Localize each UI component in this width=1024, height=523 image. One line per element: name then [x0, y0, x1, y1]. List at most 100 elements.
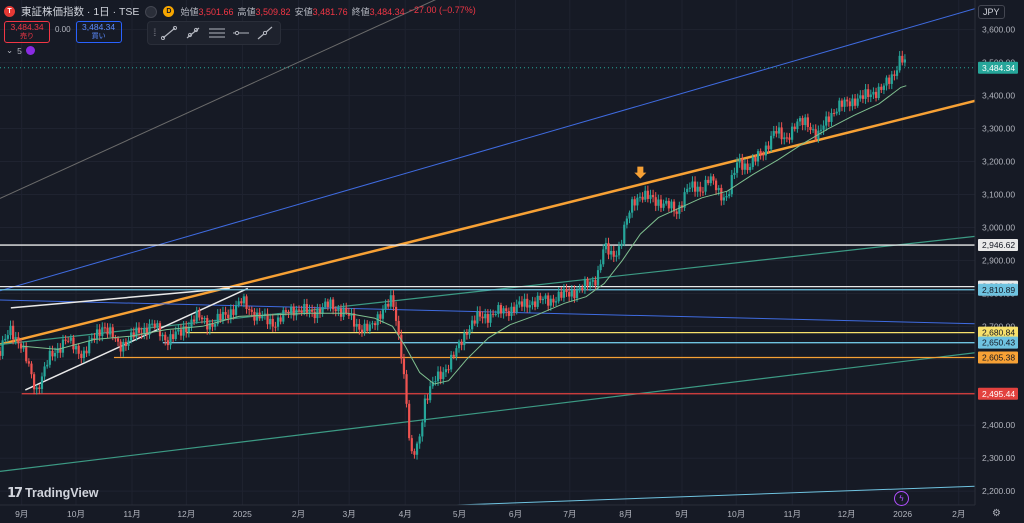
y-tick-label: 3,000.00 [982, 222, 1015, 232]
candle-body [19, 343, 23, 349]
tradingview-logo[interactable]: 𝟭𝟳 TradingView [7, 485, 99, 501]
candle-body [240, 301, 243, 304]
candle-body [565, 289, 568, 293]
candle-body [224, 311, 227, 315]
candle-body [536, 295, 539, 307]
candle-body [308, 309, 311, 313]
candle-body [489, 313, 492, 323]
candle-body [633, 199, 636, 206]
candle-body [321, 307, 324, 314]
candle-body [300, 310, 303, 313]
gear-icon[interactable]: ⚙ [992, 508, 1001, 519]
candle-body [135, 327, 138, 338]
candle-body [271, 318, 274, 327]
candle-body [116, 338, 120, 342]
horizontal-line-icon[interactable] [231, 24, 251, 42]
x-tick-label: 5月 [453, 509, 466, 519]
candle-body [832, 112, 836, 114]
interval-badge: D [163, 6, 175, 17]
candle-body [638, 196, 642, 198]
candle-body [762, 154, 765, 156]
candle-body [549, 298, 552, 306]
currency-selector[interactable]: JPY [978, 5, 1005, 19]
candle-body [379, 314, 382, 319]
candle-body [701, 191, 705, 193]
candle-body [347, 313, 350, 316]
ray-tool-icon[interactable] [183, 24, 203, 42]
candle-body [877, 86, 880, 99]
candle-body [174, 331, 177, 340]
symbol-title[interactable]: 東証株価指数 · 1日 · TSE [21, 6, 140, 18]
candle-body [722, 197, 726, 201]
y-tick-label: 2,200.00 [982, 486, 1015, 496]
sell-button[interactable]: 3,484.34 売り [4, 21, 50, 43]
candle-body [523, 298, 526, 307]
candle-body [342, 307, 345, 317]
candle-body [158, 323, 162, 337]
candle-body [851, 98, 854, 107]
candle-body [363, 323, 366, 333]
candle-body [122, 341, 125, 352]
candle-body [738, 158, 741, 163]
candle-body [785, 137, 788, 139]
parallel-channel-icon[interactable] [207, 24, 227, 42]
lightning-icon[interactable]: ϟ [894, 491, 909, 506]
candle-body [770, 135, 773, 150]
buy-button[interactable]: 3,484.34 買い [75, 21, 122, 43]
candle-body [324, 301, 327, 308]
candle-body [767, 145, 770, 150]
candle-body [819, 129, 823, 131]
x-tick-label: 10月 [67, 509, 85, 519]
candle-body [229, 309, 232, 319]
candle-body [890, 74, 893, 84]
candle-body [148, 323, 151, 335]
candle-body [497, 305, 500, 315]
x-tick-label: 4月 [399, 509, 412, 519]
candle-body [43, 366, 46, 377]
candle-body [812, 129, 815, 131]
white-wedge-upper [10, 287, 230, 309]
candle-body [208, 323, 211, 330]
candle-body [179, 329, 183, 336]
candle-body [838, 100, 841, 112]
candle-body [213, 324, 217, 327]
candle-body [589, 281, 592, 286]
candle-body [607, 243, 610, 255]
buy-price: 3,484.34 [82, 22, 116, 32]
candle-body [688, 187, 691, 189]
candle-body [691, 181, 694, 188]
extended-line-icon[interactable] [255, 24, 275, 42]
candle-body [473, 320, 476, 324]
candle-body [594, 280, 597, 286]
candle-body [725, 196, 728, 198]
y-tick-label: 3,400.00 [982, 91, 1015, 101]
candle-body [465, 332, 468, 335]
candle-body [106, 327, 109, 335]
candle-body [602, 249, 605, 265]
candle-body [166, 340, 169, 346]
trendline-tool-icon[interactable] [159, 24, 179, 42]
x-tick-label: 2月 [952, 509, 965, 519]
candle-body [733, 172, 736, 176]
candle-body [699, 186, 702, 192]
market-status-icon[interactable] [145, 5, 158, 18]
candle-body [172, 334, 175, 340]
teal-lower-trendline [0, 352, 975, 472]
indicators-toggle[interactable]: ⌄ 5 [6, 45, 35, 56]
level-price-tag-bg [978, 283, 1018, 296]
candle-body [806, 117, 809, 128]
candle-body [502, 308, 505, 314]
cyan-bottom-trendline [442, 485, 975, 505]
candle-body [282, 310, 285, 322]
candle-body [295, 309, 298, 316]
candle-body [237, 301, 240, 305]
candle-body [431, 381, 434, 387]
candle-body [468, 329, 471, 335]
orange-main-trendline [0, 99, 975, 346]
x-tick-label: 6月 [509, 509, 522, 519]
drag-handle-icon[interactable]: ⁞⁞ [153, 27, 156, 39]
candle-body [164, 334, 167, 341]
candle-body [279, 317, 282, 322]
candle-body [232, 309, 235, 315]
